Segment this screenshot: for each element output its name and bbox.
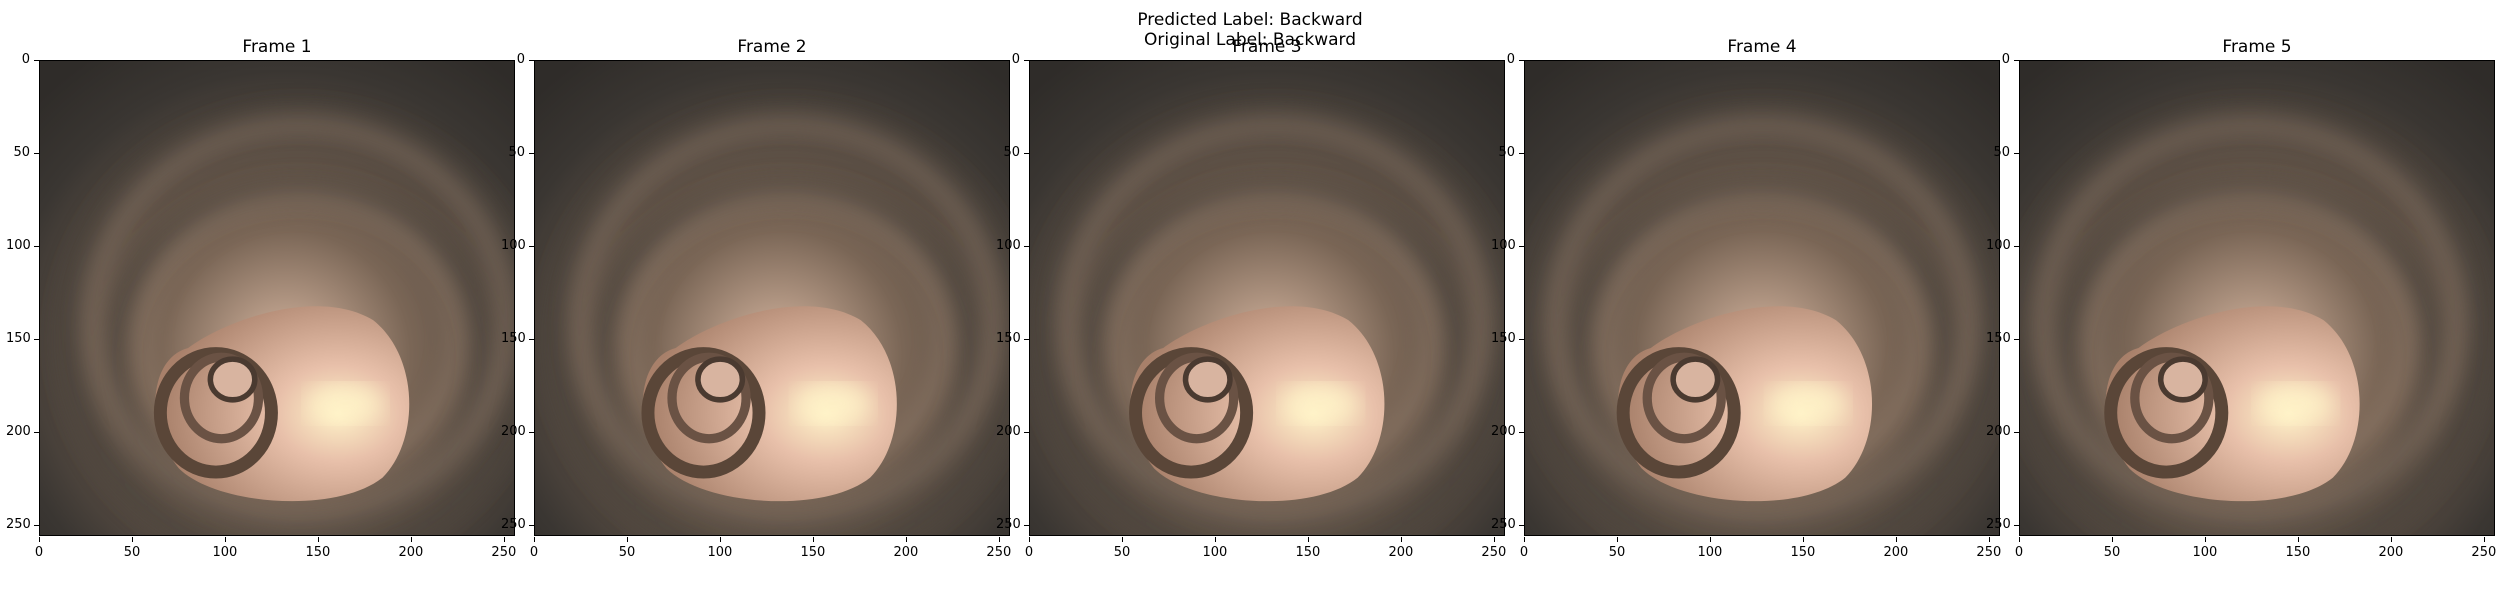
y-tick-label: 100 [1491,237,1524,253]
y-tick-label: 150 [6,330,39,346]
frame-title: Frame 3 [1232,37,1302,57]
x-tick-label: 150 [1288,537,1328,560]
endoscopy-image [1029,60,1505,536]
x-tick-label: 100 [1690,537,1730,560]
x-tick-label: 200 [391,537,431,560]
y-tick-label: 0 [501,53,534,67]
x-tick-label: 150 [298,537,338,560]
frame-panel-2: Frame 2 0 50 100 150 200 250 0 50 100 150 200 250 [495,0,1011,600]
frame-panel-1: Frame 1 0 50 100 150 200 250 0 50 100 150 200 250 [0,0,516,600]
y-tick-label: 0 [996,53,1029,67]
frame-title: Frame 2 [737,37,807,57]
x-tick-label: 200 [2371,537,2411,560]
x-tick-label: 150 [793,537,833,560]
x-tick-label: 250 [1969,537,2009,560]
y-tick-label: 200 [996,423,1029,439]
x-tick-label: 200 [1876,537,1916,560]
x-tick-label: 0 [1009,537,1049,560]
y-tick-label: 100 [6,237,39,253]
y-tick-label: 0 [1491,53,1524,67]
y-tick-label: 250 [996,516,1029,532]
x-tick-label: 250 [1474,537,1514,560]
x-tick-label: 150 [1783,537,1823,560]
x-tick-label: 50 [1102,537,1142,560]
frame-panel-5: Frame 5 0 50 100 150 200 250 0 50 100 150 200 250 [1980,0,2496,600]
y-tick-label: 0 [1986,53,2019,67]
y-tick-label: 100 [996,237,1029,253]
x-tick-label: 150 [2278,537,2318,560]
x-tick-label: 0 [19,537,59,560]
x-tick-label: 250 [484,537,524,560]
x-tick-label: 50 [607,537,647,560]
y-tick-label: 250 [1986,516,2019,532]
x-tick-label: 100 [205,537,245,560]
frame-title: Frame 4 [1727,37,1797,57]
endoscopy-image [534,60,1010,536]
y-tick-label: 50 [6,145,39,160]
x-tick-label: 50 [2092,537,2132,560]
x-tick-label: 100 [700,537,740,560]
endoscopy-image [39,60,515,536]
predicted-label: Predicted Label: Backward [1137,10,1363,30]
frame-panel-3: Frame 3 0 50 100 150 200 250 0 50 100 150 200 250 [990,0,1506,600]
y-tick-label: 200 [501,423,534,439]
y-tick-label: 0 [6,53,39,67]
x-tick-label: 0 [1999,537,2039,560]
y-tick-label: 50 [1986,145,2019,160]
endoscopy-image [2019,60,2495,536]
x-tick-label: 250 [979,537,1019,560]
x-tick-label: 50 [1597,537,1637,560]
y-tick-label: 200 [6,423,39,439]
y-tick-label: 50 [1491,145,1524,160]
y-tick-label: 200 [1491,423,1524,439]
frame-panel-4: Frame 4 0 50 100 150 200 250 0 50 100 150 200 250 [1485,0,2001,600]
x-tick-label: 250 [2464,537,2500,560]
x-tick-label: 200 [886,537,926,560]
x-tick-label: 50 [112,537,152,560]
frame-title: Frame 5 [2222,37,2292,57]
x-tick-label: 200 [1381,537,1421,560]
x-tick-label: 0 [514,537,554,560]
x-tick-label: 100 [1195,537,1235,560]
y-tick-label: 50 [501,145,534,160]
y-tick-label: 250 [501,516,534,532]
y-tick-label: 150 [501,330,534,346]
frame-title: Frame 1 [242,37,312,57]
x-tick-label: 0 [1504,537,1544,560]
y-tick-label: 250 [1491,516,1524,532]
y-tick-label: 150 [1491,330,1524,346]
y-tick-label: 200 [1986,423,2019,439]
y-tick-label: 50 [996,145,1029,160]
x-tick-label: 100 [2185,537,2225,560]
endoscopy-image [1524,60,2000,536]
y-tick-label: 100 [501,237,534,253]
y-tick-label: 150 [996,330,1029,346]
original-label: Original Label: Backward [1144,30,1356,50]
y-tick-label: 150 [1986,330,2019,346]
y-tick-label: 100 [1986,237,2019,253]
y-tick-label: 250 [6,516,39,532]
